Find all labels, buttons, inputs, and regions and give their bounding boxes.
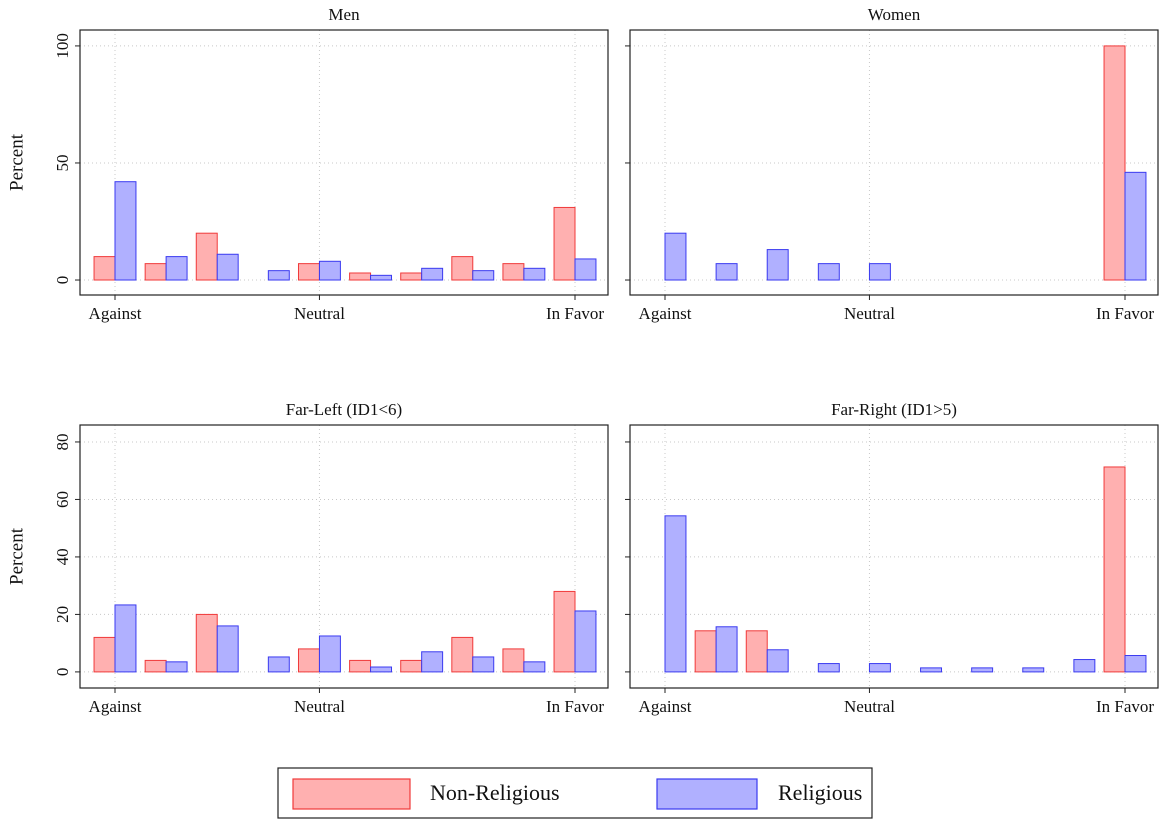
bar: [868, 663, 891, 673]
x-tick-label: In Favor: [1096, 304, 1154, 323]
legend-label: Non-Religious: [430, 780, 560, 805]
bar: [502, 263, 525, 281]
legend-swatch: [292, 778, 411, 810]
bar: [715, 626, 738, 673]
x-tick-label: Neutral: [294, 697, 345, 716]
bar: [93, 256, 116, 281]
bar: [574, 610, 597, 673]
x-tick-label: Neutral: [844, 304, 895, 323]
bar: [195, 232, 218, 281]
legend-swatch: [656, 778, 758, 810]
bar: [370, 666, 393, 673]
y-tick-label: 50: [53, 154, 72, 171]
x-tick-label: Against: [89, 304, 142, 323]
bar: [553, 590, 576, 673]
y-tick-label: 40: [53, 548, 72, 565]
bar: [144, 263, 167, 281]
bar: [349, 659, 372, 673]
bar: [1124, 655, 1147, 673]
bar: [297, 648, 320, 673]
bar: [297, 263, 320, 281]
plot-frame: [79, 29, 609, 296]
x-tick-label: Against: [639, 304, 692, 323]
bar: [971, 667, 994, 673]
y-axis-label: Percent: [6, 527, 27, 585]
y-tick-label: 0: [53, 276, 72, 285]
bar: [318, 635, 341, 673]
bar: [664, 515, 687, 673]
bar: [165, 256, 188, 281]
bar: [472, 656, 495, 673]
bar: [766, 649, 789, 673]
bar: [745, 630, 768, 673]
bar: [195, 613, 218, 673]
bar: [523, 267, 546, 281]
bar: [370, 274, 393, 281]
bar: [1124, 171, 1147, 281]
y-tick-label: 0: [53, 668, 72, 677]
bar: [349, 272, 372, 281]
x-tick-label: Neutral: [844, 697, 895, 716]
y-axis-label: Percent: [6, 133, 27, 191]
x-tick-label: In Favor: [546, 697, 604, 716]
bar: [114, 181, 137, 281]
bar: [400, 659, 423, 673]
plot-frame: [79, 424, 609, 689]
y-tick-label: 60: [53, 491, 72, 508]
y-tick-label: 80: [53, 433, 72, 450]
bar: [165, 661, 188, 673]
bar: [817, 263, 840, 281]
panel-title: Far-Right (ID1>5): [831, 400, 957, 419]
bar: [216, 625, 239, 673]
bar: [421, 651, 444, 673]
bar: [144, 659, 167, 673]
x-tick-label: In Favor: [546, 304, 604, 323]
legend-label: Religious: [778, 780, 862, 805]
bar: [1103, 466, 1126, 673]
panel-title: Women: [868, 5, 921, 24]
x-tick-label: Neutral: [294, 304, 345, 323]
bar: [114, 604, 137, 673]
x-tick-label: In Favor: [1096, 697, 1154, 716]
plot-frame: [629, 29, 1159, 296]
bar: [766, 249, 789, 281]
y-tick-label: 100: [53, 33, 72, 59]
bar: [451, 256, 474, 281]
bar: [523, 661, 546, 673]
bar: [267, 270, 290, 281]
x-tick-label: Against: [639, 697, 692, 716]
bar: [553, 206, 576, 281]
bar: [574, 258, 597, 281]
bar: [216, 253, 239, 281]
plot-frame: [629, 424, 1159, 689]
bar: [318, 260, 341, 281]
bar: [451, 636, 474, 673]
bar: [93, 636, 116, 673]
bar: [1103, 45, 1126, 281]
bar: [472, 270, 495, 281]
bar: [817, 663, 840, 673]
bar: [502, 648, 525, 673]
bar: [715, 263, 738, 281]
bar: [267, 656, 290, 673]
panel-title: Far-Left (ID1<6): [286, 400, 402, 419]
y-tick-label: 20: [53, 606, 72, 623]
bar: [421, 267, 444, 281]
bar: [1073, 659, 1096, 673]
bar: [664, 232, 687, 281]
bar: [694, 630, 717, 673]
bar: [1022, 667, 1045, 673]
bar: [920, 667, 943, 673]
bar: [400, 272, 423, 281]
bar: [868, 263, 891, 281]
x-tick-label: Against: [89, 697, 142, 716]
panel-title: Men: [328, 5, 360, 24]
